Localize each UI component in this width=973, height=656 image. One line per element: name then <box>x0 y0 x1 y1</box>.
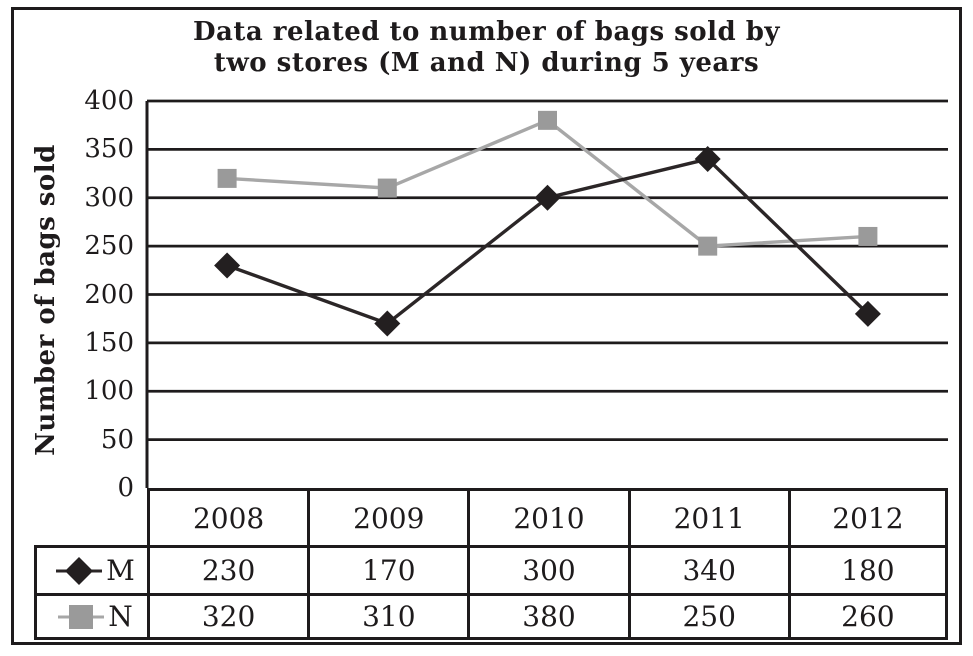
series-n-marker <box>698 236 718 256</box>
y-tick-label: 100 <box>84 376 134 407</box>
y-tick-label: 150 <box>84 327 134 358</box>
series-n-marker <box>858 226 878 246</box>
series-n-marker <box>538 110 557 130</box>
y-tick-label: 200 <box>84 279 134 310</box>
y-tick-label: 350 <box>84 134 134 165</box>
series-n-label: N <box>108 600 133 633</box>
series-m-value-cell: 340 <box>627 545 788 593</box>
series-m-marker <box>214 252 241 279</box>
series-m-value-cell: 300 <box>467 545 628 593</box>
series-n-value-cell: 250 <box>627 593 788 640</box>
series-n-line <box>226 118 869 248</box>
series-n-marker <box>217 168 237 188</box>
year-header-cell: 2012 <box>787 488 948 545</box>
year-header-cell: 2011 <box>627 488 788 545</box>
series-m-marker <box>374 310 401 337</box>
series-m-legend: M <box>34 545 147 593</box>
series-n-value-cell: 380 <box>467 593 628 640</box>
series-n-value-cell: 260 <box>787 593 948 640</box>
chart-title-line-1: Data related to number of bags sold by <box>192 17 781 47</box>
y-tick-label: 50 <box>100 424 134 455</box>
data-table: 2008 2009 2010 2011 2012 M 230 170 300 3… <box>34 488 948 640</box>
plot-area <box>145 99 948 488</box>
series-m-marker <box>694 146 721 173</box>
series-m-marker <box>854 300 881 327</box>
series-n-value-cell: 320 <box>147 593 308 640</box>
series-n-value-cell: 310 <box>307 593 468 640</box>
series-m-label: M <box>106 554 135 587</box>
series-n-legend: N <box>34 593 147 640</box>
series-m-value-cell: 170 <box>307 545 468 593</box>
year-header-cell: 2010 <box>467 488 628 545</box>
y-tick-label: 250 <box>84 231 134 262</box>
series-m-value-cell: 230 <box>147 545 308 593</box>
chart-title-line-2: two stores (M and N) during 5 years <box>213 48 760 78</box>
y-tick-label: 300 <box>84 182 134 213</box>
year-header-cell: 2008 <box>147 488 308 545</box>
chart-title: Data related to number of bags sold by t… <box>11 17 962 79</box>
y-tick-label: 400 <box>84 86 134 116</box>
year-header-cell: 2009 <box>307 488 468 545</box>
series-m-marker <box>534 184 561 211</box>
series-n-marker <box>377 178 397 198</box>
table-corner-empty-cell <box>34 488 147 545</box>
diamond-marker-icon <box>56 556 103 585</box>
square-marker-icon <box>58 604 105 629</box>
series-m-value-cell: 180 <box>787 545 948 593</box>
y-axis-tick-labels: 400 350 300 250 200 150 100 50 0 <box>40 86 134 503</box>
y-tick-label: 0 <box>117 473 134 503</box>
